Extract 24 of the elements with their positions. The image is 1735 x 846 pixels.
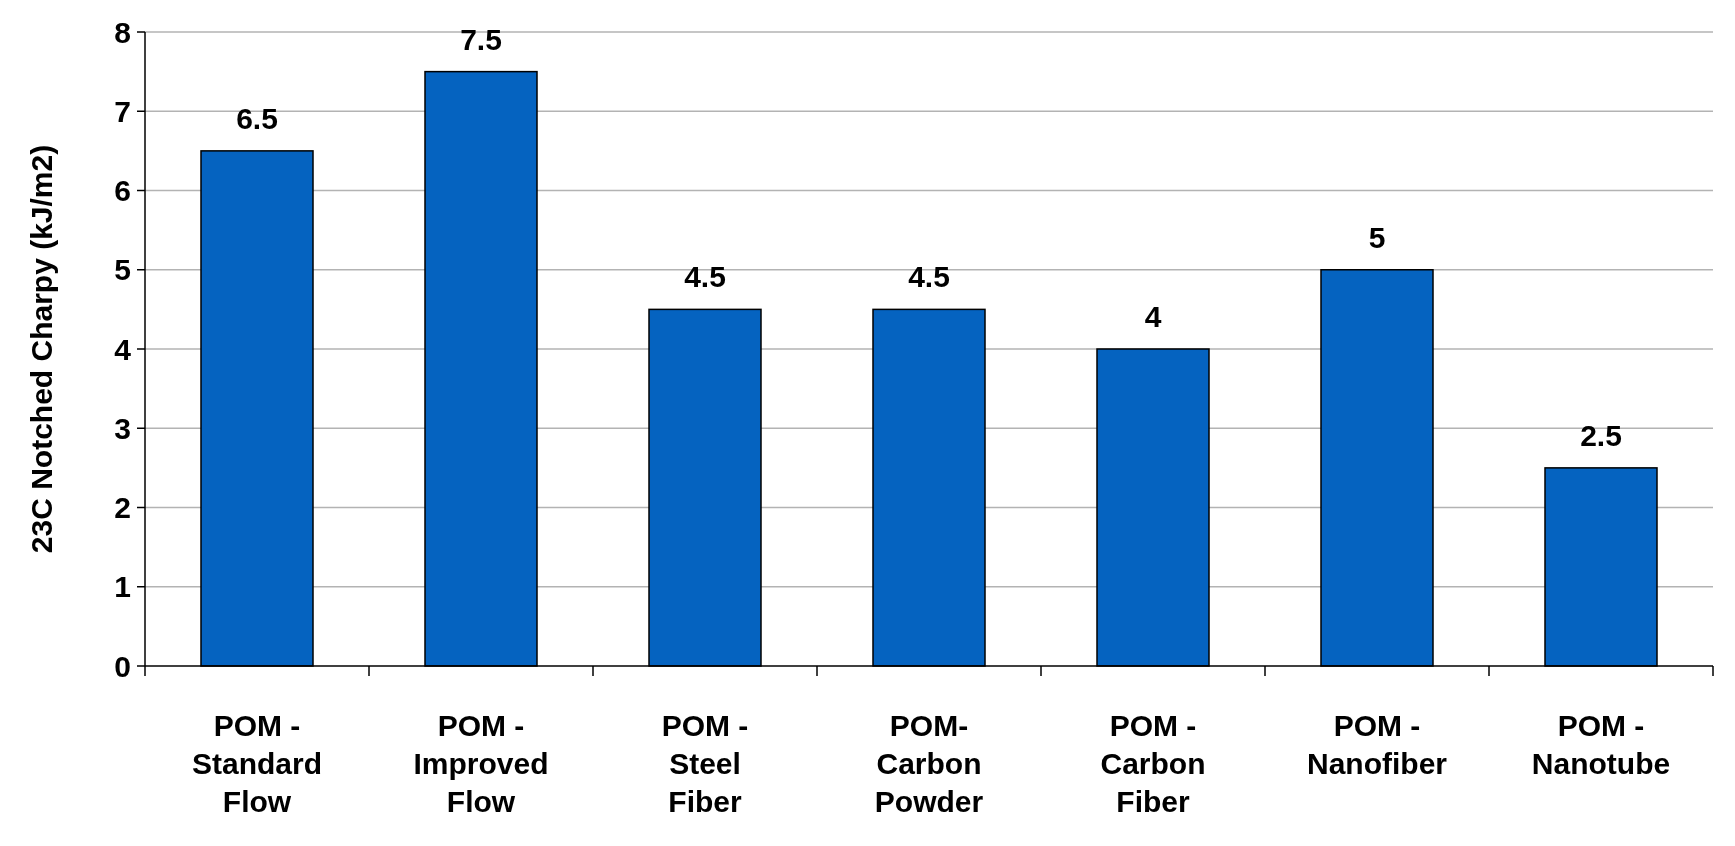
data-label: 2.5 (1580, 418, 1622, 452)
data-label: 7.5 (460, 22, 502, 56)
y-tick-label: 7 (114, 94, 131, 128)
x-tick-label: POM - Standard Flow (191, 709, 323, 818)
y-tick-label: 0 (114, 649, 131, 683)
data-label: 4 (1144, 300, 1162, 333)
x-tick-label: POM- Carbon Powder (874, 709, 984, 818)
x-tick-label: POM - Steel Fiber (661, 709, 749, 818)
x-tick-label: POM - Nanotube (1531, 709, 1671, 780)
x-tick-label: POM - Nanofiber (1306, 709, 1448, 780)
y-axis-title: 23C Notched Charpy (kJ/m2) (25, 144, 58, 554)
y-tick-label: 3 (114, 411, 131, 445)
y-tick-label: 8 (114, 15, 131, 49)
data-label: 4.5 (908, 260, 950, 294)
data-label: 5 (1368, 220, 1386, 254)
y-tick-label: 2 (114, 491, 131, 524)
y-tick-label: 5 (114, 253, 131, 287)
data-label: 4.5 (684, 260, 726, 294)
y-tick-label: 1 (114, 570, 131, 604)
y-tick-label: 4 (114, 332, 132, 366)
y-tick-label: 6 (114, 174, 131, 207)
x-tick-label: POM - Carbon Fiber (1100, 709, 1206, 818)
x-tick-label: POM - Improved Flow (413, 709, 549, 818)
data-label: 6.5 (236, 101, 278, 135)
